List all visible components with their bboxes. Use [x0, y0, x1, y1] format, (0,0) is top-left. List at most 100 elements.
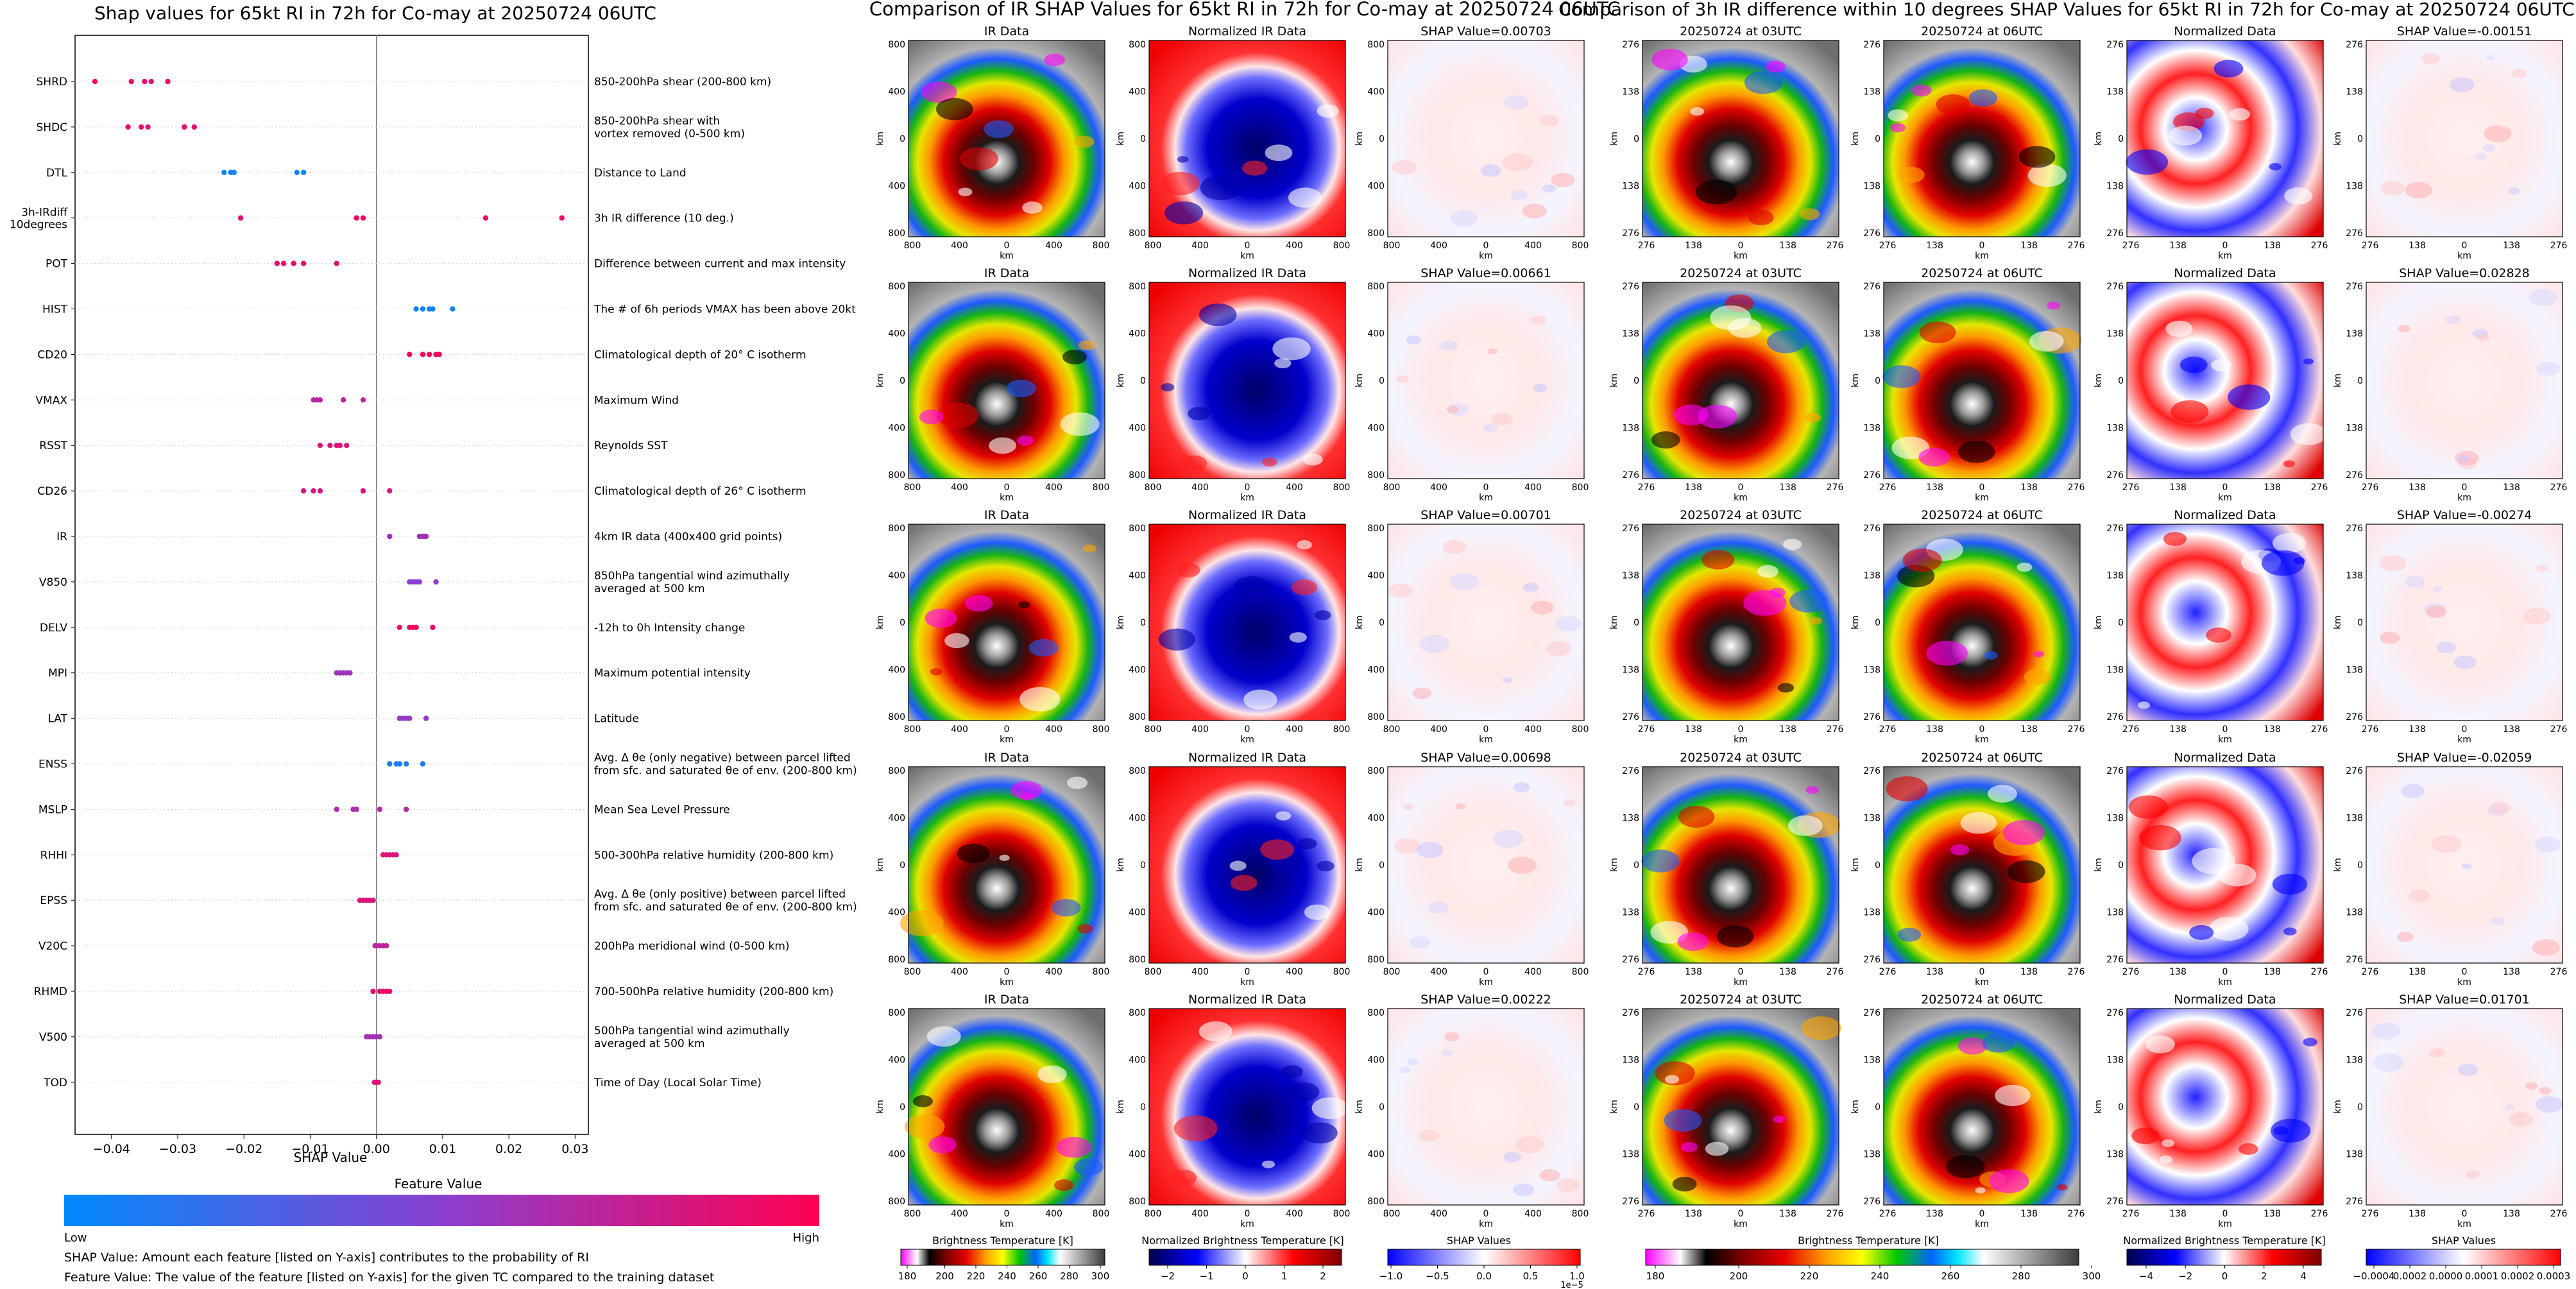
panel-y-axis-label: km [1354, 132, 1365, 146]
panel-x-tick: 0 [2222, 967, 2228, 977]
texture-blob [2508, 187, 2520, 195]
panel-x-tick: 276 [2550, 482, 2568, 493]
shap-point [393, 852, 399, 858]
texture-blob [1982, 1032, 2015, 1053]
panel-title: 20250724 at 06UTC [1921, 751, 2043, 765]
texture-blob [989, 437, 1016, 454]
panel-x-tick: 800 [1383, 482, 1401, 493]
cbar-tick-label: −1 [1199, 1270, 1213, 1282]
feature-row-hist: HIST The # of 6h periods VMAX has been ab… [42, 303, 856, 316]
feature-name-label: POT [46, 258, 68, 271]
texture-blob [2431, 835, 2462, 853]
panel-y-tick: 138 [1622, 571, 1639, 581]
panel-x-tick: 138 [1779, 241, 1796, 251]
panel-x-axis-label: km [1975, 735, 1989, 745]
panel-y-tick: 138 [2346, 1150, 2363, 1160]
shap-point [370, 898, 376, 903]
shap-point [280, 260, 287, 266]
panel-y-axis-label: km [2333, 132, 2343, 146]
panel-x-tick: 0 [2222, 482, 2228, 493]
panel-frame [2366, 1008, 2563, 1206]
texture-blob [2239, 1143, 2258, 1155]
panel-frame [908, 282, 1105, 479]
panel-y-tick: 276 [1622, 470, 1639, 481]
texture-blob [1395, 375, 1409, 383]
panel-y-tick: 400 [1129, 814, 1146, 824]
panel-x-tick: 276 [1638, 967, 1655, 977]
panel-x-tick: 276 [2068, 724, 2085, 735]
texture-blob [2206, 627, 2231, 643]
panel-y-tick: 276 [1863, 766, 1881, 776]
norm-panel: Normalized IR Data 800 400 0 400 800 800 400 0 40… [1116, 24, 1350, 261]
feature-value-colorbar [64, 1195, 819, 1226]
panel-y-tick: 400 [888, 87, 905, 98]
panel-y-tick: 0 [1633, 376, 1639, 386]
cbar-tick-label: 0.0 [1476, 1270, 1492, 1282]
shap-point [327, 443, 333, 448]
panel-y-tick: 276 [1622, 766, 1639, 776]
texture-blob [1960, 812, 1997, 834]
texture-blob [2409, 889, 2430, 902]
panel-x-tick: 0 [2222, 724, 2228, 735]
texture-blob [1170, 1169, 1197, 1186]
panel-y-tick: 800 [1367, 524, 1385, 534]
texture-blob [2163, 532, 2187, 546]
panel-y-tick: 0 [2357, 134, 2363, 144]
texture-blob [2486, 55, 2495, 60]
panel-frame [1883, 1008, 2081, 1206]
panel-y-tick: 0 [1633, 134, 1639, 144]
feature-name-label: CD26 [37, 485, 67, 498]
texture-blob [1406, 335, 1422, 345]
texture-blob [2188, 925, 2214, 940]
panel-x-tick: 800 [1572, 241, 1589, 251]
shap-point [397, 761, 403, 767]
panel-x-tick: 0 [1483, 241, 1489, 251]
ir-panel: 20250724 at 03UTC 276 138 0 138 276 276 138 0 138… [1609, 993, 1843, 1229]
panel-x-tick: 138 [2503, 241, 2520, 251]
panel-x-tick: 400 [1524, 724, 1542, 735]
texture-blob [2159, 1156, 2173, 1164]
texture-blob [1946, 1155, 1985, 1179]
ir-section-title: Comparison of IR SHAP Values for 65kt RI… [869, 0, 1620, 20]
panel-x-tick: 138 [2169, 967, 2187, 977]
panel-x-tick: 276 [1879, 482, 1897, 493]
panel-x-tick: 276 [1879, 724, 1897, 735]
cbar-tick-label: 1.0 [1569, 1270, 1585, 1282]
panel-y-tick: 276 [2106, 40, 2124, 50]
shap-panel: SHAP Value=0.00701 800 400 0 400 800 800 400 0 40… [1354, 508, 1589, 745]
panel-title: SHAP Value=0.00661 [1420, 266, 1551, 280]
feature-name-label: CD20 [37, 348, 67, 361]
panel-y-axis-label: km [2094, 132, 2104, 146]
shap-point [347, 670, 353, 676]
texture-blob [2373, 1053, 2404, 1072]
panel-y-tick: 276 [1622, 282, 1639, 292]
texture-blob [984, 120, 1014, 139]
feature-row-pot: POT Difference between current and max in… [46, 258, 846, 271]
cbar-tick-label: 200 [935, 1270, 954, 1282]
panel-y-tick: 400 [1129, 1055, 1146, 1066]
feature-row-lat: LAT Latitude [47, 713, 639, 726]
panel-x-tick: 276 [1879, 967, 1897, 977]
texture-blob [1442, 1050, 1454, 1057]
panel-x-tick: 400 [1191, 967, 1209, 977]
panel-y-tick: 800 [888, 40, 905, 50]
summary-x-ticks: −0.04 −0.03 −0.02 −0.01 0.00 0.01 0.02 0.03 [93, 1134, 589, 1156]
texture-blob [1716, 925, 1754, 948]
diff-cbar1-ticks: 180 200 220 240 260 280 300 [1646, 1265, 2101, 1282]
panel-y-tick: 138 [2106, 87, 2124, 98]
panel-y-tick: 138 [2346, 665, 2363, 676]
panel-y-tick: 276 [1622, 524, 1639, 534]
panel-y-tick: 138 [1863, 1055, 1881, 1066]
texture-blob [965, 595, 993, 612]
texture-blob [1522, 203, 1547, 219]
panel-y-tick: 276 [1622, 712, 1639, 722]
texture-blob [2195, 108, 2214, 119]
feature-description: 850hPa tangential wind azimuthally [594, 570, 790, 583]
panel-y-axis-label: km [1116, 132, 1126, 146]
texture-blob [1539, 1169, 1560, 1182]
feature-name-label: LAT [47, 713, 67, 726]
panel-y-tick: 138 [2346, 87, 2363, 98]
